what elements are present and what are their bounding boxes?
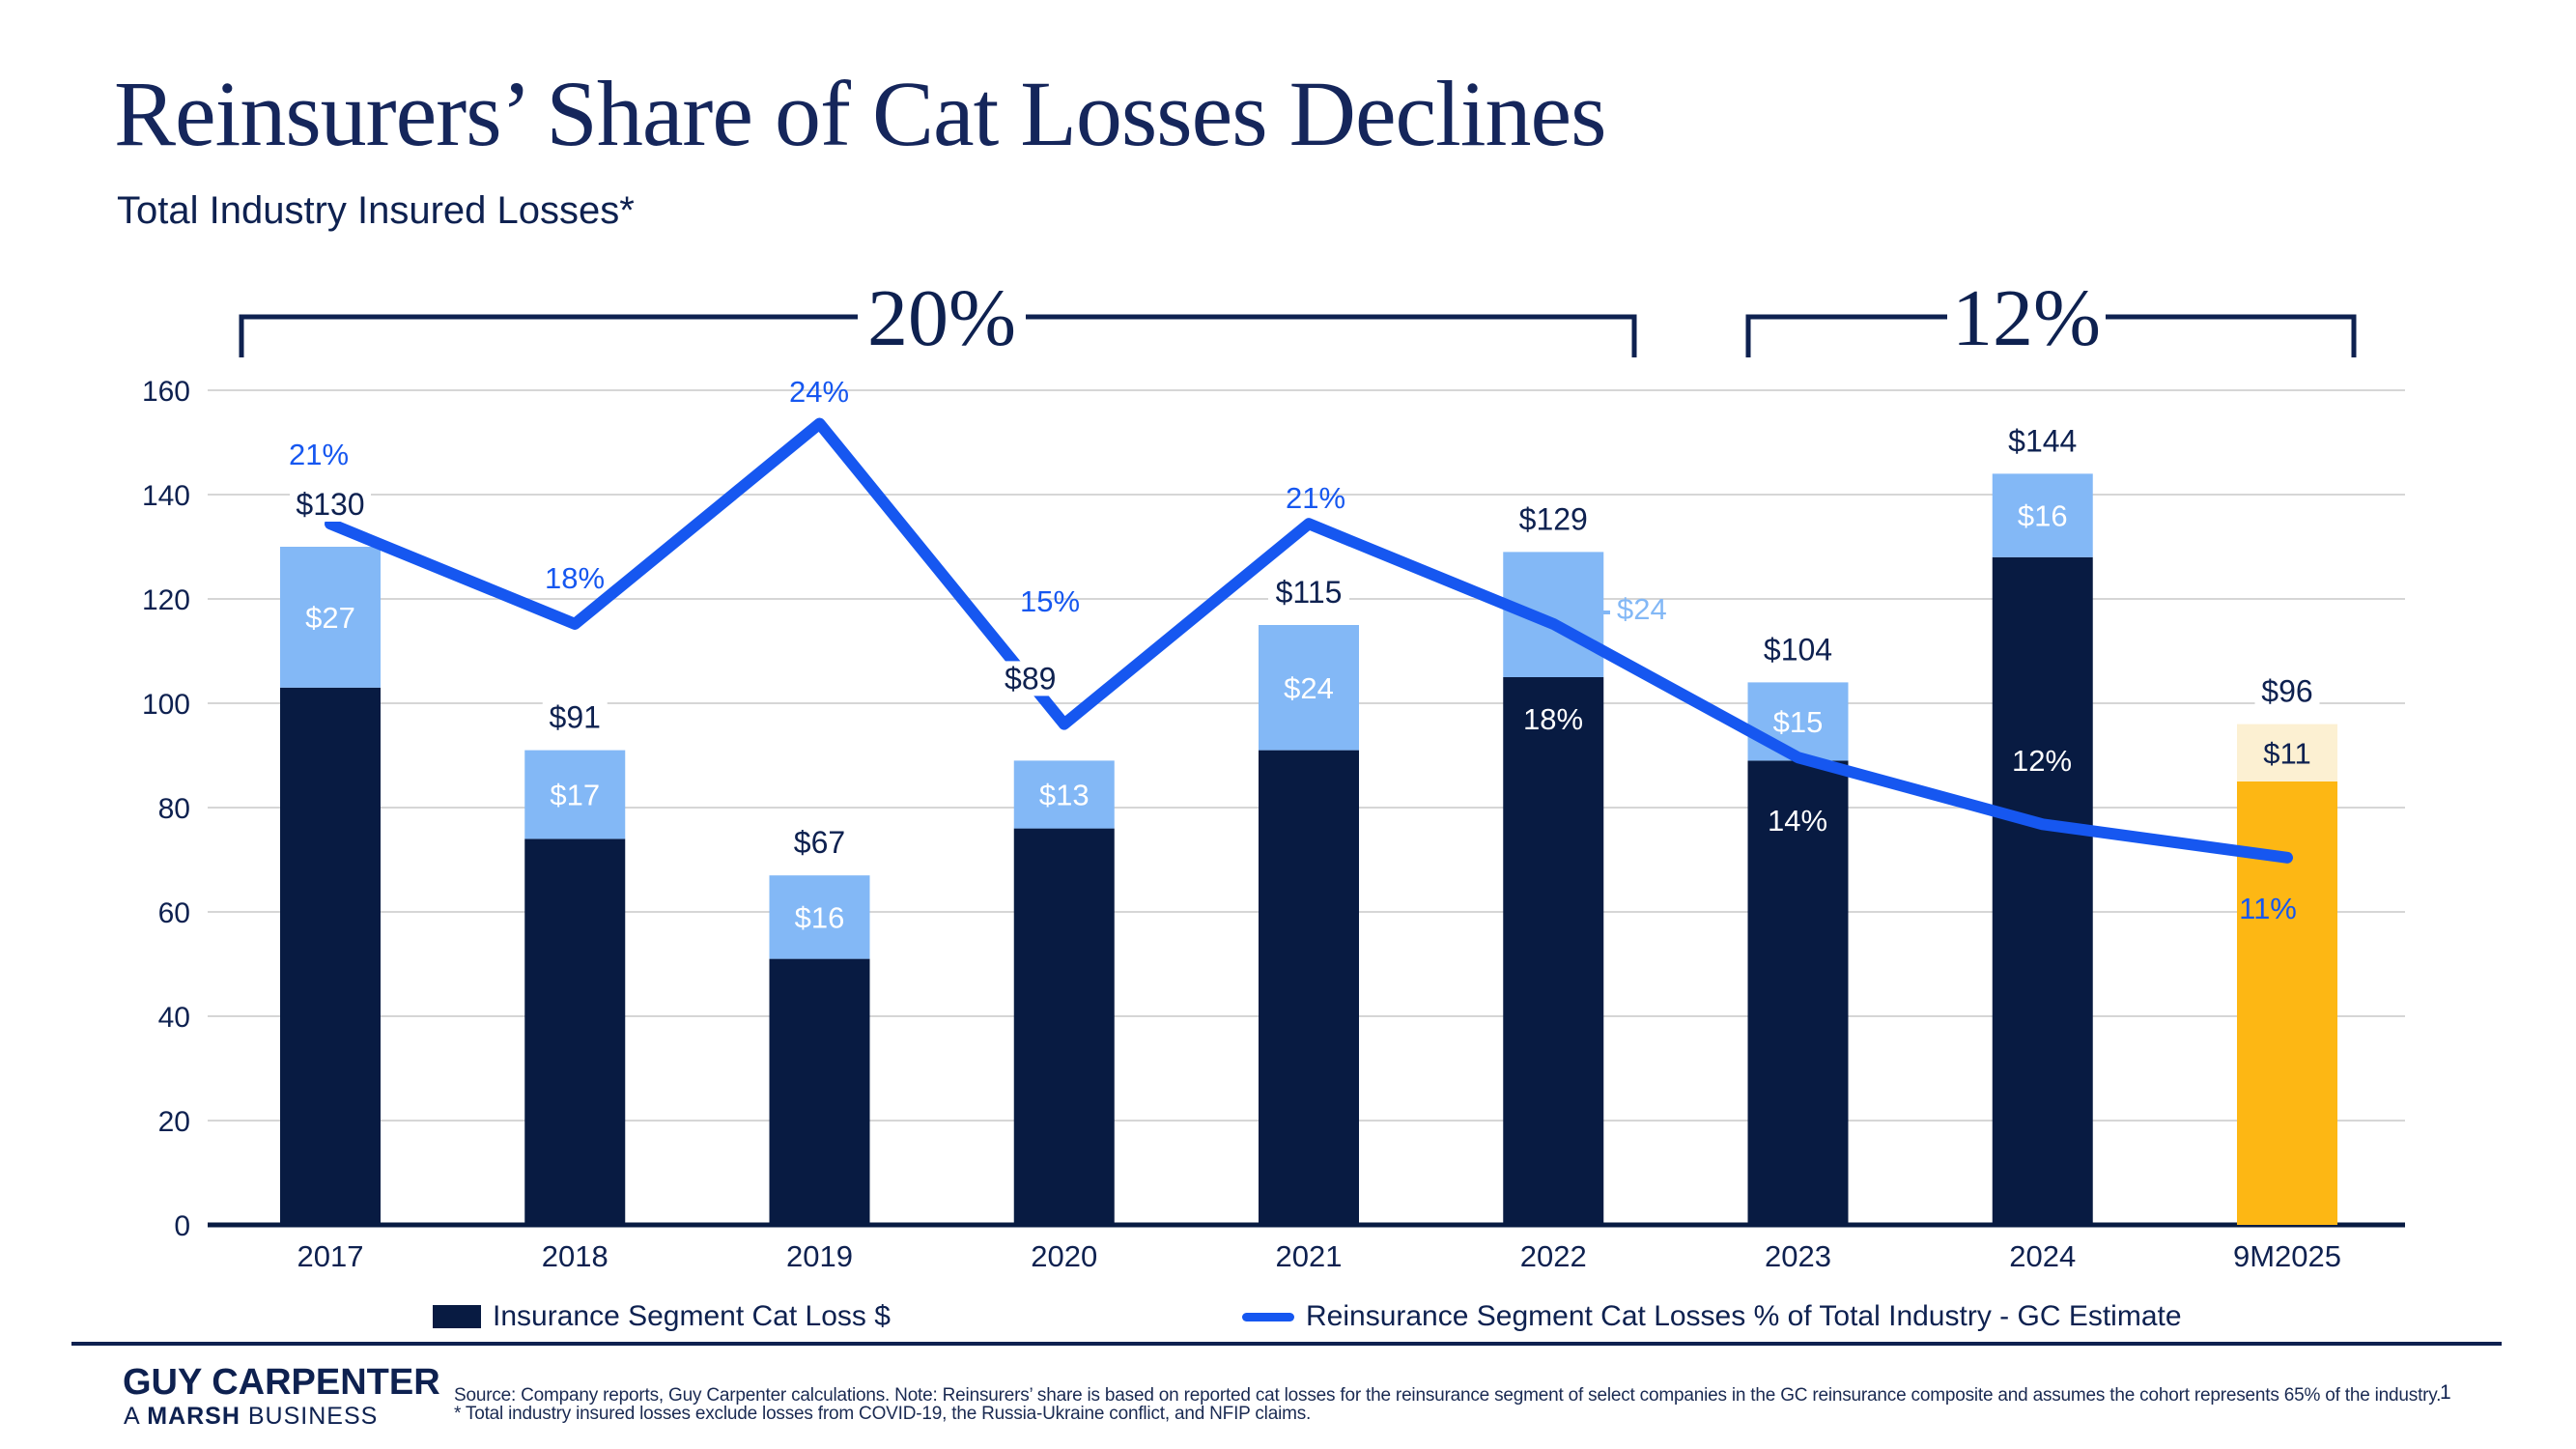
segment-label-2018: $17 [550,779,600,812]
total-label-bg [1513,501,1595,537]
bar-2019-reinsurance [769,875,870,959]
total-label-bg [787,825,852,861]
x-label-9M2025: 9M2025 [2233,1239,2341,1273]
legend-item-reinsurance-line: Reinsurance Segment Cat Losses % of Tota… [1242,1300,2182,1332]
bar-2018-reinsurance [524,750,626,839]
x-label-2020: 2020 [1031,1239,1097,1273]
segment-label-9M2025: $11 [2263,736,2310,770]
total-label-bg [1268,575,1349,610]
pct-label-2023: 14% [1768,804,1827,838]
source-note-line2: * Total industry insured losses exclude … [454,1404,1312,1424]
total-label-2019: $67 [794,825,845,860]
segment-label-2024: $16 [2018,499,2068,533]
insurance-bar-swatch [433,1305,481,1328]
total-label-2023: $104 [1764,632,1832,667]
tagline-c: BUSINESS [240,1403,379,1430]
total-label-2021: $115 [1276,575,1343,610]
total-label-2022: $129 [1519,501,1588,536]
reinsurance-line-swatch [1242,1312,1294,1321]
bar-2024-reinsurance [1992,473,2093,557]
bracket-20% [239,314,1637,357]
marsh-business-tagline: A MARSH BUSINESS [124,1403,378,1431]
pct-label-2020: 15% [1020,584,1080,618]
x-label-2022: 2022 [1520,1239,1587,1273]
total-label-bg [1757,632,1839,668]
bar-2022-insurance [1503,677,1604,1225]
segment-label-2017: $27 [305,601,355,635]
footer-divider [71,1342,2502,1346]
total-label-bg [2001,423,2083,459]
pct-label-2019: 24% [789,375,849,409]
bar-2020-insurance [1013,828,1115,1225]
legend-label-reinsurance: Reinsurance Segment Cat Losses % of Tota… [1306,1300,2182,1332]
bar-2023-reinsurance [1747,682,1849,761]
segment-label-2022: $24 [1617,592,1667,626]
bar-2021-reinsurance [1259,625,1359,751]
y-tick-40: 40 [158,1002,190,1034]
legend-item-insurance: Insurance Segment Cat Loss $ [433,1300,891,1332]
total-label-bg [542,699,608,735]
page-title: Reinsurers’ Share of Cat Losses Declines [114,62,1606,165]
bar-9M2025-reinsurance [2237,724,2337,781]
y-tick-160: 160 [142,376,190,408]
chart-subtitle: Total Industry Insured Losses* [117,189,635,232]
total-label-9M2025: $96 [2261,674,2312,709]
y-tick-60: 60 [158,897,190,929]
tagline-marsh: MARSH [147,1403,241,1430]
total-label-2024: $144 [2008,423,2077,458]
x-label-2017: 2017 [297,1239,364,1273]
segment-label-2023: $15 [1773,705,1824,739]
bracket-label-12%: 12% [1952,273,2101,363]
y-tick-140: 140 [142,480,190,512]
y-tick-0: 0 [174,1210,190,1242]
y-tick-80: 80 [158,793,190,825]
page-number: 1 [2440,1381,2451,1404]
pct-label-2017: 21% [289,438,349,471]
source-note-line1: Source: Company reports, Guy Carpenter c… [454,1385,2442,1406]
callout-connector [1578,611,1610,630]
segment-label-2019: $16 [795,900,845,934]
bar-2020-reinsurance [1013,760,1115,829]
bar-2019-insurance [769,958,870,1225]
bar-2021-insurance [1259,750,1359,1225]
bar-2017-reinsurance [280,547,381,688]
bracket-12% [1745,314,2357,357]
legend-label-insurance: Insurance Segment Cat Loss $ [493,1300,891,1332]
bracket-label-20%: 20% [867,273,1016,363]
total-label-bg [290,487,371,522]
bar-2023-insurance [1747,760,1849,1225]
y-tick-120: 120 [142,584,190,616]
x-label-2023: 2023 [1765,1239,1831,1273]
total-label-2018: $91 [550,700,601,735]
pct-label-2021: 21% [1286,481,1345,515]
y-tick-20: 20 [158,1106,190,1138]
guy-carpenter-logo: GUY CARPENTER [123,1362,440,1403]
total-label-2020: $89 [1005,661,1056,696]
bar-2024-insurance [1992,556,2093,1225]
reinsurance-share-line [325,417,2293,864]
y-tick-100: 100 [142,689,190,721]
total-label-2017: $130 [296,487,364,522]
segment-label-2020: $13 [1039,779,1090,812]
pct-label-2018: 18% [545,561,605,595]
x-label-2024: 2024 [2009,1239,2076,1273]
bar-2017-insurance [280,687,381,1225]
pct-label-9M2025: 11% [2239,892,2297,925]
x-label-2018: 2018 [542,1239,609,1273]
x-label-2021: 2021 [1276,1239,1343,1273]
pct-label-2024: 12% [2012,744,2072,778]
total-label-bg [2254,673,2320,709]
pct-label-2022: 18% [1523,702,1583,736]
segment-label-2021: $24 [1284,671,1334,705]
bar-2018-insurance [524,838,626,1225]
tagline-a: A [124,1403,148,1430]
total-label-bg [998,661,1063,696]
x-label-2019: 2019 [786,1239,853,1273]
